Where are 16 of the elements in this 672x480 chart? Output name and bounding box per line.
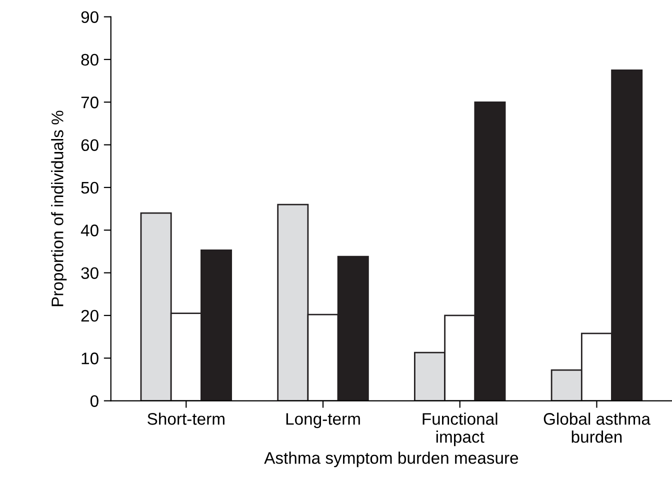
y-tick-label: 90 <box>81 11 98 24</box>
y-tick-label: 60 <box>81 139 98 152</box>
y-tick-label: 0 <box>90 395 98 408</box>
y-tick-label: 80 <box>81 54 98 66</box>
x-tick-label: Long-term <box>286 413 360 428</box>
x-axis-title: Asthma symptom burden measure <box>264 452 518 468</box>
y-axis-title: Proportion of individuals % <box>51 110 67 306</box>
x-tick-label: Global asthma burden <box>544 412 650 443</box>
x-tick-label: Functional impact <box>422 412 498 446</box>
y-tick-label: 50 <box>81 182 98 194</box>
y-tick-label: 40 <box>80 224 98 236</box>
y-tick-label: 10 <box>82 352 98 364</box>
y-tick-label: 70 <box>81 96 98 108</box>
x-tick-label: Short-term <box>148 412 224 425</box>
y-tick-label: 20 <box>81 310 98 322</box>
y-tick-label: 30 <box>81 267 98 280</box>
